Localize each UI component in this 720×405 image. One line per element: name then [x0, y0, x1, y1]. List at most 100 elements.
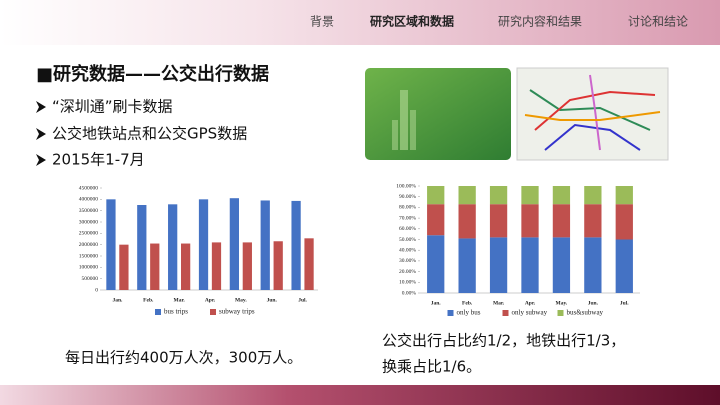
- card-photo: [365, 68, 511, 160]
- bar-segment: [521, 237, 539, 293]
- bar: [211, 242, 222, 290]
- x-tick-label: Feb.: [462, 300, 473, 306]
- footer-bar: [0, 385, 720, 405]
- bar-segment: [584, 204, 602, 238]
- nav-item[interactable]: 研究内容和结果: [498, 14, 582, 29]
- bar: [106, 199, 116, 290]
- x-tick-label: Apr.: [205, 297, 216, 303]
- legend-label: only subway: [512, 309, 548, 317]
- note: 每日出行约400万人次，300万人。: [65, 349, 302, 367]
- y-tick-label: 40.00%: [399, 247, 416, 253]
- bar: [242, 242, 252, 290]
- x-tick-label: Jul.: [298, 297, 307, 303]
- y-tick-label: 60.00%: [399, 226, 416, 232]
- bullet: 2015年1-7月: [52, 151, 145, 169]
- y-tick-label: 50.00%: [399, 237, 416, 243]
- x-tick-label: Jun.: [588, 300, 599, 306]
- bar-segment: [458, 186, 476, 205]
- x-tick-label: Mar.: [174, 297, 186, 303]
- x-tick-label: Jul.: [620, 300, 629, 306]
- legend-swatch: [447, 310, 454, 316]
- bar: [119, 244, 129, 290]
- bar-segment: [458, 204, 476, 239]
- x-tick-label: Jan.: [112, 297, 123, 303]
- bar: [304, 238, 314, 290]
- bullet-icon: [36, 101, 46, 113]
- bullet-icon: [36, 154, 46, 166]
- y-tick-label: 4000000: [79, 197, 99, 203]
- bar-segment: [427, 204, 445, 236]
- bar-segment: [615, 239, 633, 293]
- bar-segment: [521, 186, 539, 205]
- bullet-icon: [36, 128, 46, 140]
- note: 公交出行占比约1/2，地铁出行1/3，: [382, 332, 625, 350]
- y-tick-label: 1000000: [79, 265, 99, 271]
- bar-segment: [552, 237, 571, 293]
- header-bar: [0, 0, 720, 45]
- bullet: “深圳通”刷卡数据: [52, 98, 173, 116]
- y-tick-label: 0: [95, 287, 98, 293]
- y-tick-label: 3500000: [79, 208, 99, 214]
- y-tick-label: 30.00%: [399, 258, 416, 264]
- x-tick-label: Feb.: [143, 297, 154, 303]
- bar-segment: [521, 204, 539, 238]
- bar: [150, 243, 160, 290]
- y-tick-label: 70.00%: [399, 215, 416, 221]
- bullet: 公交地铁站点和公交GPS数据: [52, 125, 247, 143]
- legend-swatch: [155, 309, 161, 315]
- bar-segment: [615, 186, 633, 205]
- bar: [291, 200, 301, 290]
- bar-segment: [427, 235, 445, 293]
- y-tick-label: 500000: [82, 276, 99, 282]
- bar: [229, 198, 240, 290]
- y-tick-label: 2500000: [79, 231, 99, 237]
- y-tick-label: 80.00%: [399, 205, 416, 211]
- y-tick-label: 2000000: [79, 242, 99, 248]
- x-tick-label: May.: [235, 297, 247, 303]
- x-tick-label: Jan.: [431, 300, 442, 306]
- bar: [137, 205, 147, 290]
- y-tick-label: 90.00%: [399, 194, 416, 200]
- legend-swatch: [210, 309, 216, 315]
- bar-segment: [489, 186, 508, 205]
- bar: [260, 200, 270, 290]
- legend-swatch: [502, 310, 509, 316]
- legend-label: subway trips: [219, 308, 255, 316]
- bar-segment: [584, 237, 602, 293]
- y-tick-label: 0.00%: [402, 290, 417, 296]
- y-tick-label: 100.00%: [396, 183, 416, 189]
- bar-segment: [584, 186, 602, 205]
- bar-segment: [552, 204, 571, 238]
- y-tick-label: 20.00%: [399, 269, 416, 275]
- legend-label: only bus: [457, 309, 481, 317]
- legend-label: bus&subway: [567, 309, 604, 317]
- nav-item[interactable]: 讨论和结论: [628, 15, 688, 29]
- bar: [198, 199, 209, 290]
- bar-segment: [552, 186, 571, 205]
- bar: [168, 204, 178, 290]
- bar: [180, 243, 191, 290]
- x-tick-label: Jun.: [267, 297, 278, 303]
- nav-item[interactable]: 研究区域和数据: [370, 14, 454, 29]
- legend-swatch: [557, 310, 564, 316]
- bar-segment: [458, 238, 476, 293]
- subway-map-photo: [516, 67, 669, 161]
- bar-segment: [427, 186, 445, 205]
- y-tick-label: 3000000: [79, 219, 99, 225]
- x-tick-label: May.: [556, 300, 568, 306]
- slide-title: ■研究数据——公交出行数据: [36, 63, 269, 85]
- nav-item[interactable]: 背景: [310, 15, 334, 29]
- bar-segment: [489, 237, 508, 293]
- note: 换乘占比1/6。: [382, 358, 481, 376]
- y-tick-label: 10.00%: [399, 280, 416, 286]
- x-tick-label: Mar.: [493, 300, 505, 306]
- x-tick-label: Apr.: [525, 300, 536, 306]
- bar: [273, 241, 283, 290]
- bar-segment: [489, 204, 508, 238]
- y-tick-label: 4500000: [79, 185, 99, 191]
- bar-segment: [615, 204, 633, 240]
- y-tick-label: 1500000: [79, 253, 99, 259]
- legend-label: bus trips: [164, 308, 188, 316]
